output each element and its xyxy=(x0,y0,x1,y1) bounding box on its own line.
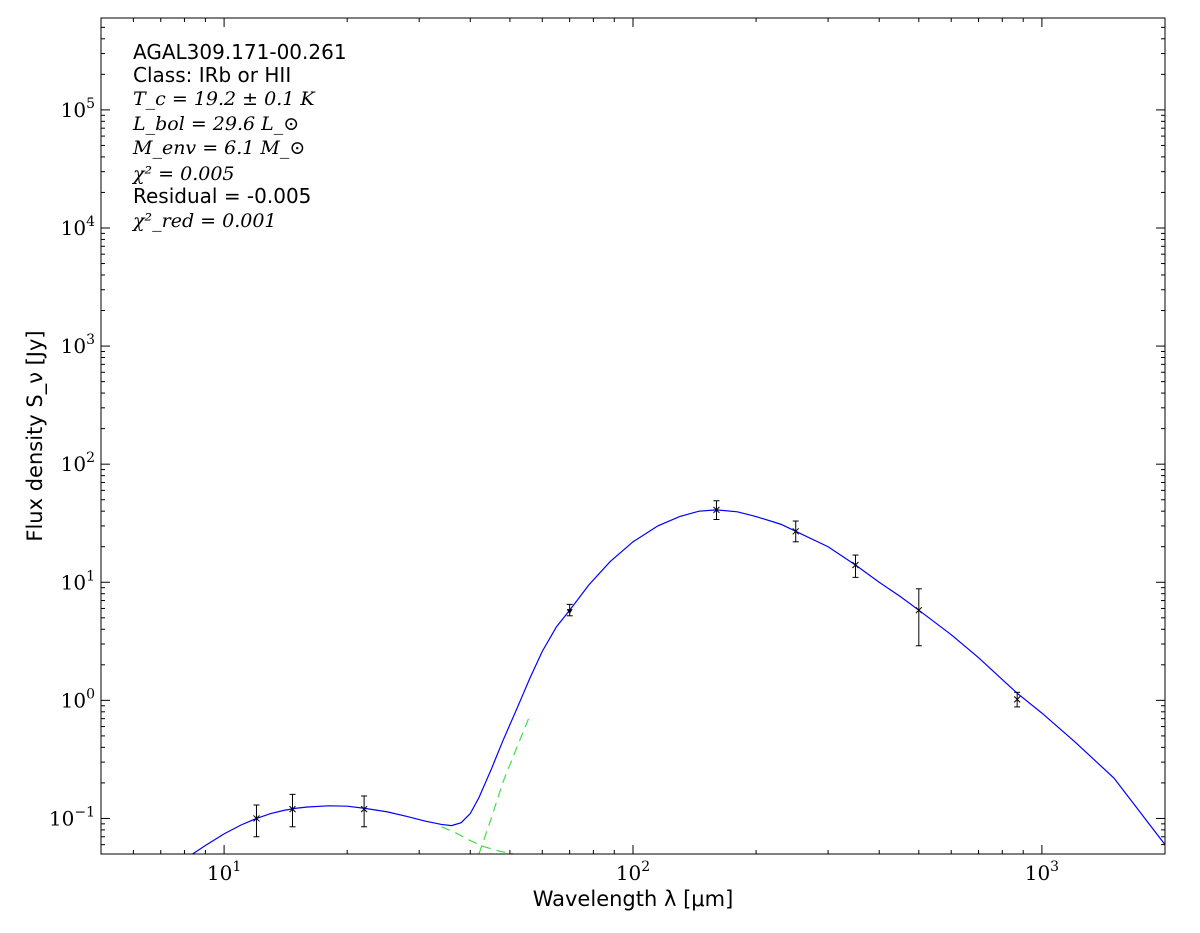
y-axis-label: Flux density S_ν [Jy] xyxy=(23,330,48,541)
data-point xyxy=(360,795,368,828)
y-tick-label: 102 xyxy=(61,450,95,476)
y-tick-label: 100 xyxy=(61,686,95,712)
point-marker xyxy=(713,506,720,514)
data-point xyxy=(915,588,923,647)
component-curve-1 xyxy=(441,826,514,854)
plot-frame xyxy=(100,17,1166,855)
data-point xyxy=(792,520,800,543)
sed-fit-curve-0 xyxy=(191,509,1165,854)
annotation-chi2: χ² = 0.005 xyxy=(131,163,235,185)
data-point xyxy=(253,804,260,838)
x-tick-label: 101 xyxy=(207,859,241,885)
component-curve-2 xyxy=(478,714,531,854)
data-point xyxy=(1013,691,1021,708)
series-layer xyxy=(191,509,1165,854)
annotation-chi2red: χ²_red = 0.001 xyxy=(131,210,277,232)
data-point xyxy=(852,554,859,578)
point-marker-upper-limit xyxy=(566,609,573,615)
data-points-layer xyxy=(253,500,1021,838)
data-point xyxy=(566,603,573,617)
data-point xyxy=(289,793,296,828)
annotation-lbol: L_bol = 29.6 L_⊙ xyxy=(132,113,299,135)
point-marker xyxy=(1013,695,1021,703)
y-tick-label: 101 xyxy=(61,568,95,594)
point-marker xyxy=(915,606,923,614)
point-marker xyxy=(792,527,800,535)
point-marker xyxy=(289,805,296,813)
y-tick-label: 10−1 xyxy=(49,804,95,830)
ticks-layer: 101 102 103 10−1 100 101 102 103 104 105 xyxy=(49,17,1166,885)
annotation-menv: M_env = 6.1 M_⊙ xyxy=(132,137,305,159)
y-tick-label: 104 xyxy=(61,214,95,240)
data-point xyxy=(713,500,720,521)
annotation-residual: Residual = -0.005 xyxy=(133,184,311,208)
x-axis-label: Wavelength λ [μm] xyxy=(533,887,734,911)
annotation-block: AGAL309.171-00.261 Class: IRb or HII T_c… xyxy=(131,40,347,232)
y-tick-label: 103 xyxy=(61,332,95,358)
x-tick-label: 103 xyxy=(1025,859,1059,885)
annotation-class: Class: IRb or HII xyxy=(133,63,291,87)
annotation-tc: T_c = 19.2 ± 0.1 K xyxy=(133,88,316,110)
annotation-source: AGAL309.171-00.261 xyxy=(133,40,347,64)
point-marker xyxy=(360,805,368,813)
y-tick-label: 105 xyxy=(61,96,95,122)
point-marker xyxy=(253,815,260,822)
point-marker xyxy=(852,561,859,569)
x-tick-label: 102 xyxy=(616,859,650,885)
